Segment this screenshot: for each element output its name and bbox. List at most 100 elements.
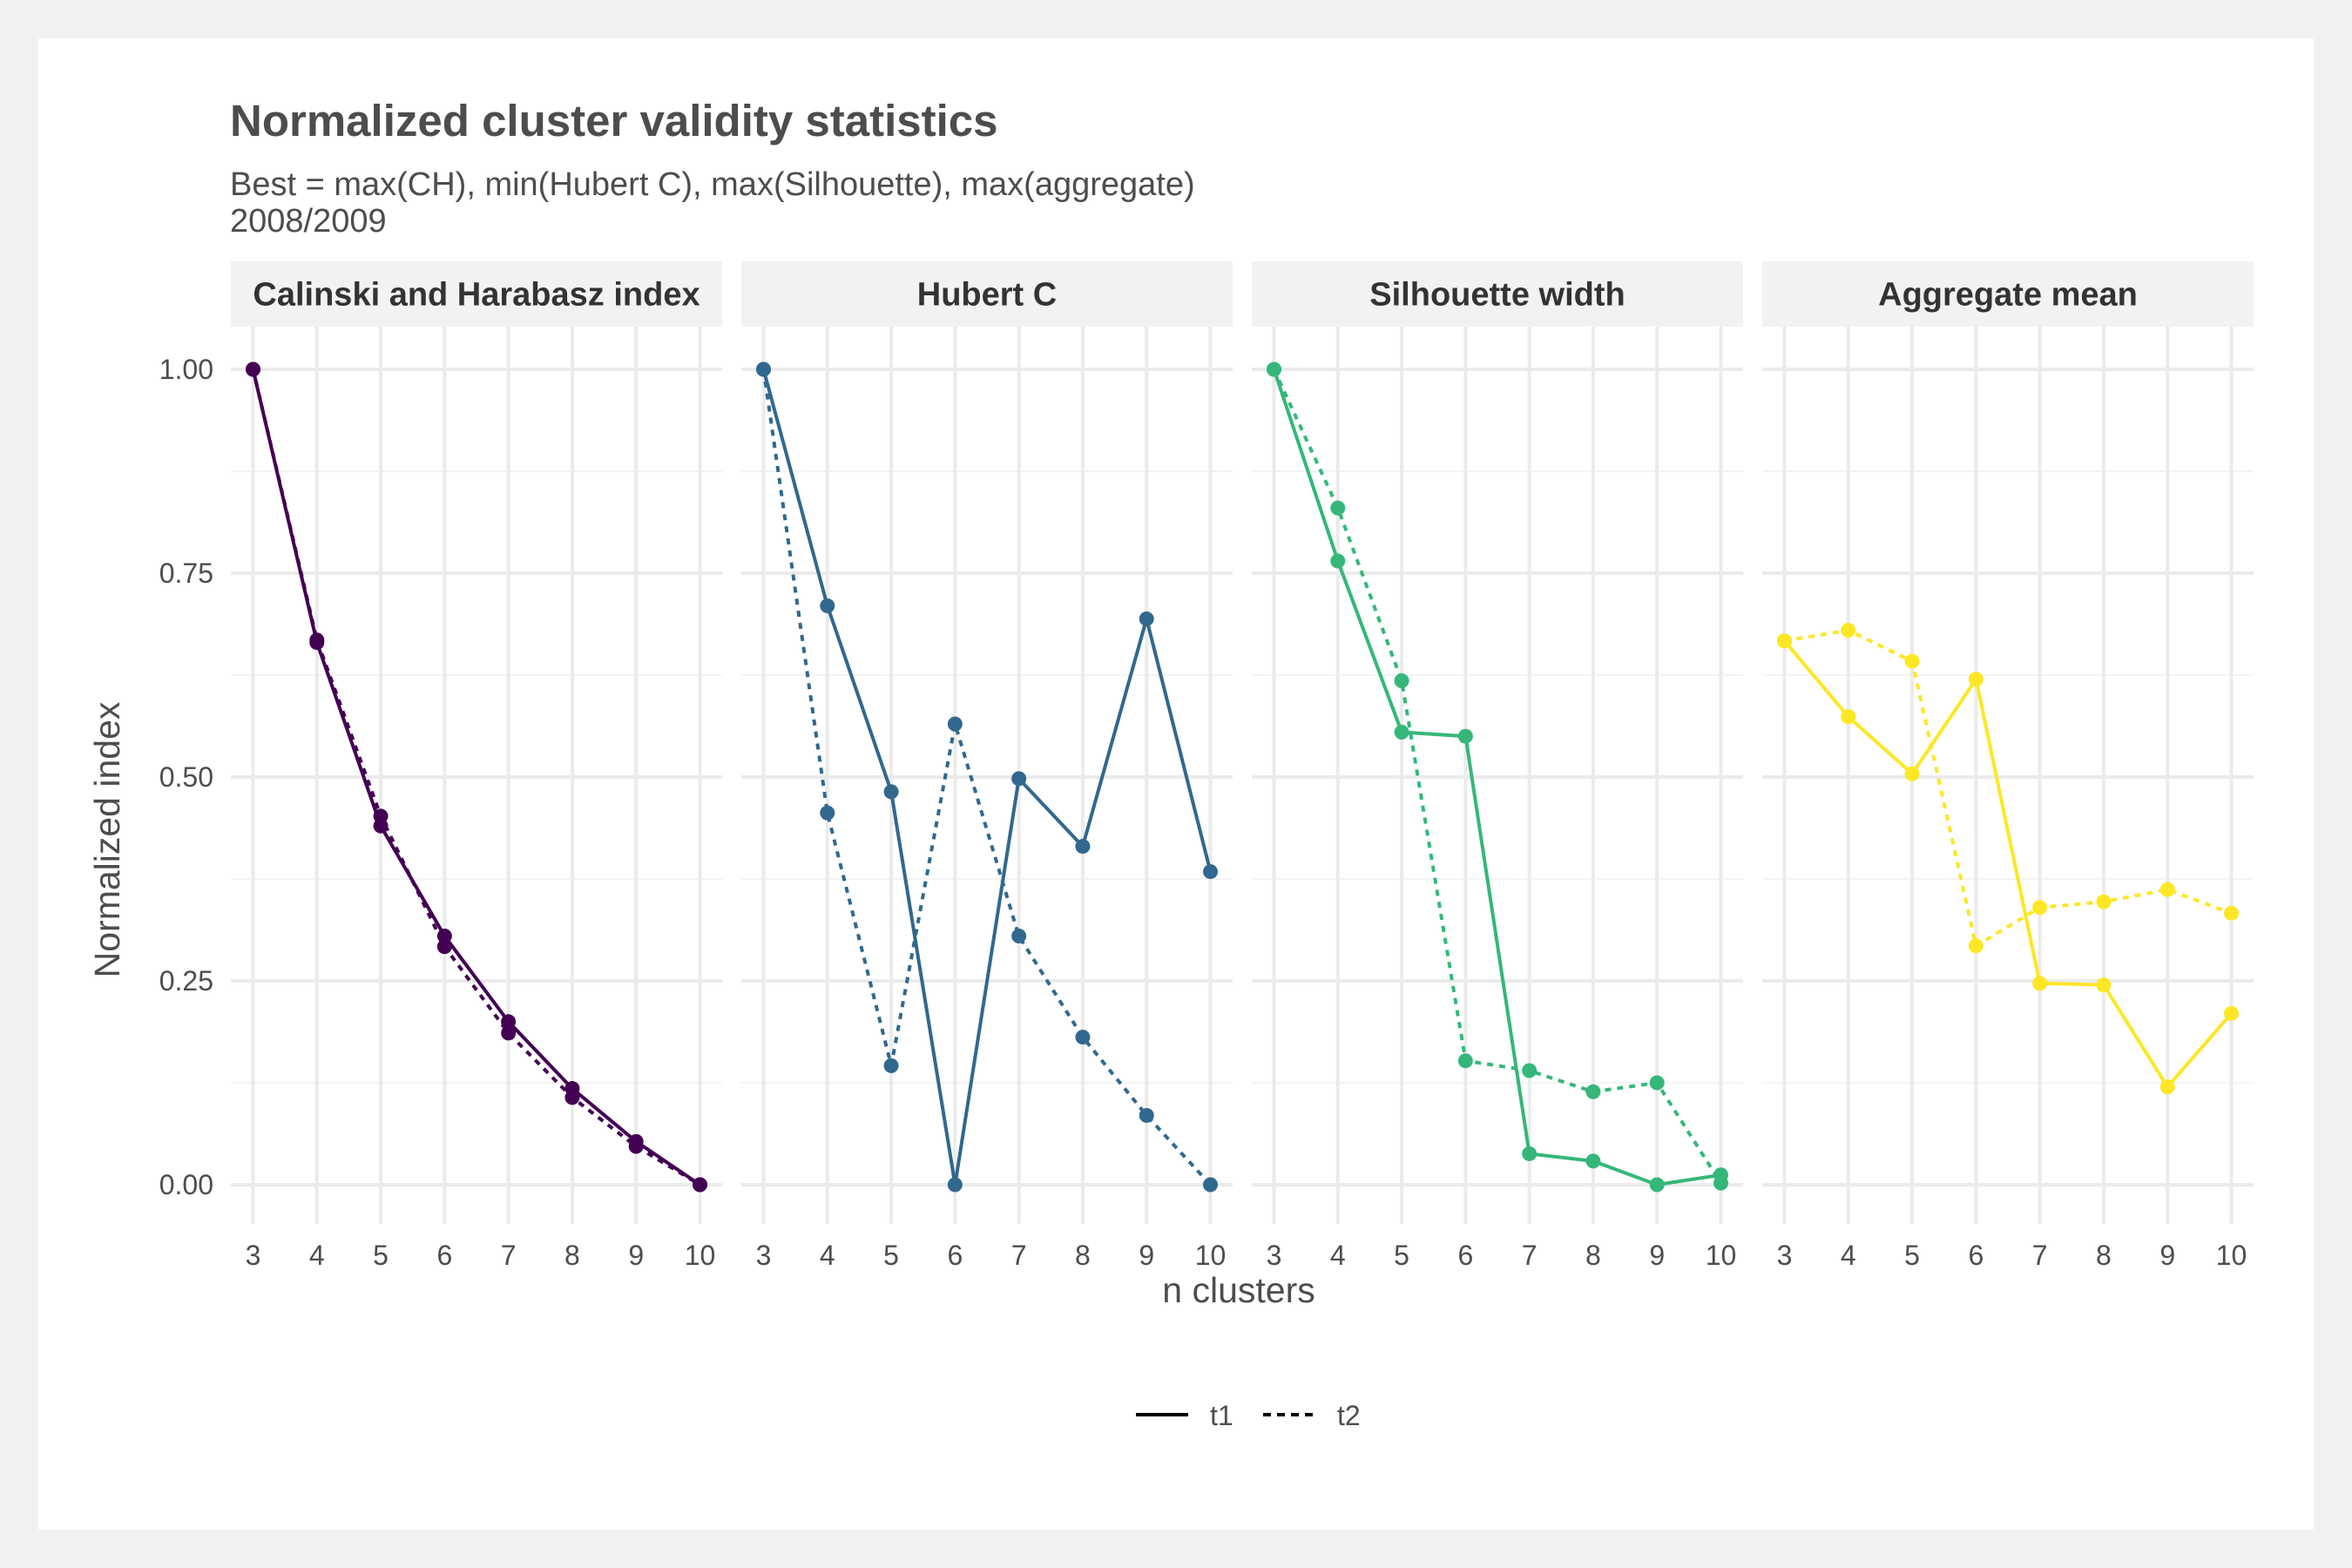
data-point-t2: [501, 1025, 517, 1041]
strip-label: Hubert C: [917, 277, 1057, 314]
data-point-t1: [1522, 1146, 1538, 1161]
x-tick-label: 9: [1139, 1240, 1154, 1271]
x-tick-label: 7: [1011, 1240, 1027, 1271]
data-point-t2: [309, 632, 325, 648]
strip-label: Calinski and Harabasz index: [253, 277, 700, 314]
y-tick-label: 1.00: [159, 354, 213, 385]
strip-background: [1762, 261, 2254, 327]
x-tick-label: 7: [501, 1240, 517, 1271]
data-point-t1: [1457, 728, 1473, 744]
x-tick-label: 8: [2096, 1240, 2112, 1271]
data-point-t1: [820, 598, 835, 613]
data-point-t2: [1457, 1053, 1473, 1069]
facet-panel: Calinski and Harabasz index 3 4 5 6 7 8 9 10: [231, 261, 722, 1271]
data-point-t2: [2159, 882, 2175, 897]
chart-frame: Normalized cluster validity statistics B…: [38, 38, 2314, 1530]
x-tick-label: 3: [1267, 1240, 1282, 1271]
data-point-t1: [2224, 1005, 2239, 1021]
data-point-t1: [1649, 1177, 1665, 1193]
data-point-t2: [1011, 929, 1027, 944]
data-point-t2: [2224, 905, 2239, 921]
x-tick-label: 6: [947, 1240, 963, 1271]
y-tick-label: 0.25: [159, 965, 213, 997]
x-tick-label: 4: [1330, 1240, 1346, 1271]
data-point-t1: [1394, 725, 1409, 740]
data-point-t2: [1394, 673, 1409, 689]
x-tick-label: 5: [373, 1240, 389, 1271]
data-point-t1: [947, 1177, 963, 1193]
data-point-t1: [1904, 766, 1920, 781]
data-point-t1: [883, 784, 899, 800]
data-point-t2: [1649, 1075, 1665, 1091]
data-point-t1: [1075, 839, 1091, 855]
series-line-t2: [1784, 628, 2233, 948]
data-point-t1: [1203, 864, 1218, 880]
data-point-t1: [1585, 1153, 1601, 1169]
x-tick-label: 10: [1195, 1240, 1227, 1271]
x-tick-label: 8: [1075, 1240, 1091, 1271]
series-line-t1: [251, 368, 701, 1186]
data-point-t1: [1330, 553, 1346, 569]
data-point-t2: [436, 939, 452, 955]
data-point-t2: [1522, 1063, 1538, 1078]
data-point-t2: [1139, 1107, 1154, 1123]
x-tick-label: 6: [436, 1240, 452, 1271]
data-point-t2: [1267, 362, 1281, 377]
x-tick-label: 3: [1777, 1240, 1793, 1271]
x-tick-label: 9: [628, 1240, 644, 1271]
strip-background: [231, 261, 722, 327]
cluster-validity-chart: Normalized cluster validity statistics B…: [87, 96, 2254, 1431]
x-tick-label: 9: [2159, 1240, 2175, 1271]
strip-background: [1252, 261, 1743, 327]
data-point-t2: [1585, 1084, 1601, 1099]
data-point-t2: [947, 716, 963, 732]
x-tick-label: 3: [756, 1240, 772, 1271]
strip-label: Silhouette width: [1369, 277, 1625, 314]
y-tick-label: 0.75: [159, 558, 213, 589]
x-tick-label: 4: [820, 1240, 835, 1271]
data-point-t2: [1968, 938, 1984, 954]
facet-panel: Silhouette width 3 4 5 6 7 8 9 10: [1252, 261, 1743, 1271]
data-point-t2: [564, 1090, 580, 1105]
facet-panel: Aggregate mean 3 4 5 6 7 8 9 10: [1762, 261, 2254, 1271]
x-tick-label: 7: [1522, 1240, 1538, 1271]
x-tick-label: 5: [1904, 1240, 1920, 1271]
legend-label: t1: [1210, 1400, 1233, 1431]
data-point-t1: [1139, 611, 1154, 626]
data-point-t2: [246, 362, 260, 377]
series-line-t1: [761, 368, 1213, 1186]
strip-background: [741, 261, 1233, 327]
data-point-t2: [883, 1058, 899, 1073]
y-tick-label: 0.50: [159, 761, 213, 793]
data-point-t1: [2159, 1079, 2175, 1095]
x-tick-label: 4: [309, 1240, 325, 1271]
x-tick-label: 7: [2032, 1240, 2048, 1271]
x-tick-label: 10: [1706, 1240, 1737, 1271]
facet-panel: Hubert C 3 4 5 6 7 8 9 10: [741, 261, 1233, 1271]
x-tick-label: 10: [2216, 1240, 2247, 1271]
data-point-t1: [2096, 977, 2112, 993]
x-tick-label: 5: [883, 1240, 899, 1271]
data-point-t2: [2096, 894, 2112, 909]
y-tick-label: 0.00: [159, 1169, 213, 1200]
data-point-t1: [1968, 672, 1984, 687]
x-tick-label: 9: [1649, 1240, 1665, 1271]
data-point-t2: [820, 805, 835, 821]
legend: t1 t2: [1136, 1400, 1361, 1431]
data-point-t2: [1777, 633, 1792, 649]
x-axis-title: n clusters: [1162, 1270, 1315, 1310]
chart-subtitle: Best = max(CH), min(Hubert C), max(Silho…: [230, 166, 1195, 203]
y-axis-title: Normalized index: [87, 701, 127, 977]
x-tick-label: 8: [1585, 1240, 1601, 1271]
data-point-t2: [1904, 653, 1920, 669]
chart-subtitle-year: 2008/2009: [230, 203, 387, 240]
data-point-t2: [373, 808, 389, 824]
data-point-t1: [1011, 771, 1027, 787]
series-line-t1: [1272, 368, 1721, 1186]
series-line-t2: [1272, 368, 1723, 1185]
series-line-t1: [1782, 639, 2234, 1089]
x-tick-label: 8: [564, 1240, 580, 1271]
strip-label: Aggregate mean: [1878, 277, 2138, 314]
series-line-t2: [251, 368, 701, 1186]
facet-panels: 0.00 0.25 0.50 0.75 1.00 Calinski and Harabas…: [159, 261, 2254, 1271]
